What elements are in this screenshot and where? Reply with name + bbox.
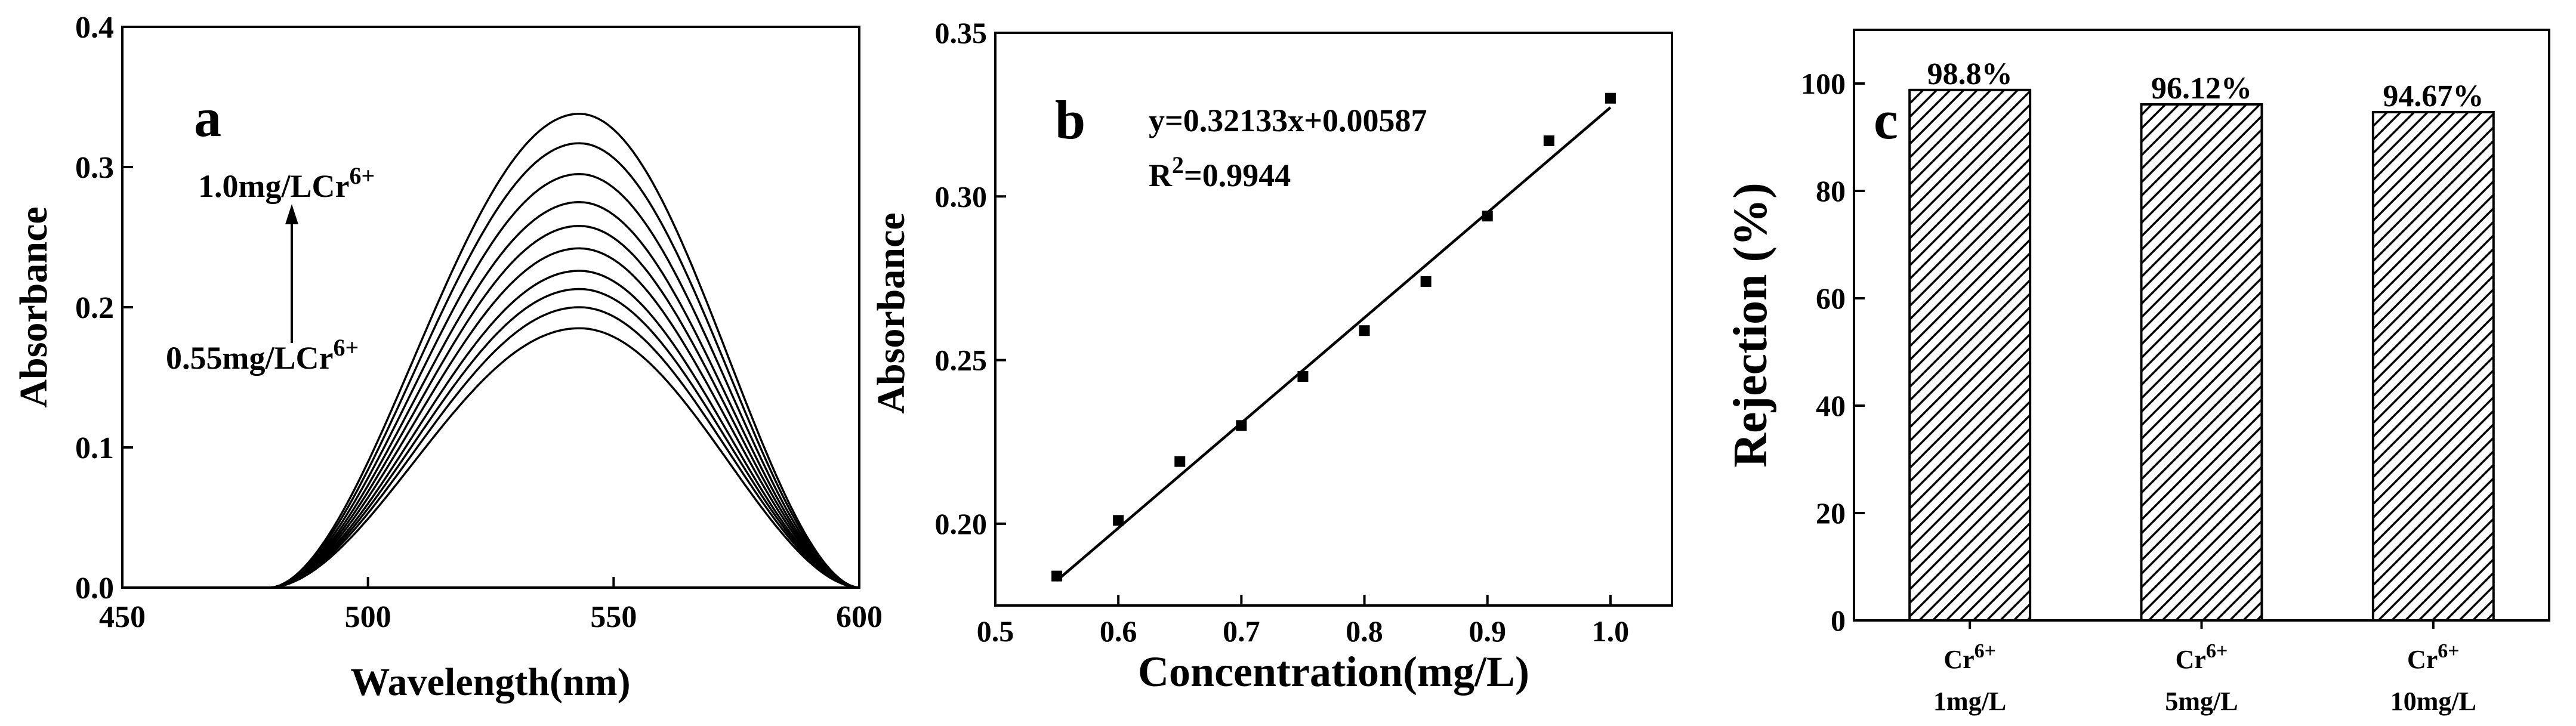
panel-b-y-ticks: 0.20 0.25 0.30 0.35 [935, 16, 1006, 540]
panel-c-category-label-2: Cr6+ [2176, 640, 2228, 674]
panel-c-category-sublabel-3: 10mg/L [2390, 687, 2476, 716]
panel-a-x-tick-label: 500 [345, 600, 391, 634]
panel-c-y-tick-label: 100 [1801, 67, 1846, 100]
panel-a-series [269, 112, 860, 589]
panel-b-axes-frame [994, 32, 1673, 607]
panel-a-spectrum-2 [269, 306, 860, 589]
panel-b-fit-line-group [1056, 106, 1612, 582]
panel-a-x-tick-label: 550 [590, 600, 637, 634]
panel-b-data-point [1543, 135, 1554, 147]
panel-c-category-label-3: Cr6+ [2407, 640, 2460, 674]
panel-a-x-ticks: 450 500 550 600 [99, 577, 883, 634]
panel-b-x-tick-label: 0.6 [1100, 614, 1137, 648]
panel-b-y-tick-label: 0.25 [935, 344, 988, 377]
panel-a-spectrum-10 [269, 112, 860, 589]
panel-b-x-tick-label: 0.9 [1469, 614, 1506, 648]
panel-b-y-tick-label: 0.20 [935, 507, 988, 540]
panel-c-y-axis-title: Rejection (%) [1724, 183, 1777, 468]
panel-b-fit-line [1056, 106, 1612, 582]
panel-a: 450 500 550 600 0.0 0.1 0.2 0.3 0.4 a 1.0mg/LCr… [12, 11, 883, 704]
panel-c-y-tick-label: 20 [1816, 496, 1846, 530]
panel-b-y-tick-label: 0.30 [935, 180, 988, 213]
panel-a-arrow-head [285, 204, 298, 224]
panel-c-bar-1 [1908, 88, 2032, 622]
panel-a-spectrum-9 [269, 142, 860, 589]
panel-b-data-point [1420, 276, 1432, 287]
panel-a-y-tick-label: 0.2 [75, 291, 114, 325]
panel-b-equation: y=0.32133x+0.00587 [1149, 103, 1427, 138]
panel-c-letter: c [1874, 89, 1898, 150]
panel-b-data-point [1359, 325, 1370, 336]
panel-b-y-tick-label: 0.35 [935, 16, 988, 50]
panel-c-y-ticks: 0 20 40 60 80 100 [1801, 67, 1865, 637]
panel-b-x-axis-title: Concentration(mg/L) [1138, 648, 1529, 696]
panel-b-letter: b [1055, 89, 1085, 150]
panel-c-category-sublabel-2: 5mg/L [2165, 687, 2238, 716]
panel-b-x-ticks: 0.5 0.6 0.7 0.8 0.9 1.0 [977, 595, 1629, 648]
panel-a-x-tick-label: 600 [836, 600, 883, 634]
panel-b-x-tick-label: 0.5 [977, 614, 1014, 648]
panel-b-data-point [1051, 570, 1063, 582]
panel-a-spectrum-3 [269, 288, 860, 589]
panel-a-spectrum-7 [269, 201, 860, 589]
panel-b: 0.5 0.6 0.7 0.8 0.9 1.0 0.20 0.25 0.30 0.35 b y=… [869, 16, 1673, 696]
panel-a-y-axis-title: Absorbance [12, 206, 55, 407]
panel-b-x-tick-label: 0.8 [1346, 614, 1383, 648]
panel-c-value-label-3: 94.67% [2383, 79, 2484, 113]
panel-a-y-tick-label: 0.0 [75, 571, 114, 605]
panel-c-value-label-1: 98.8% [1927, 57, 2013, 91]
panel-b-data-point [1605, 92, 1616, 104]
panel-a-annotation-top: 1.0mg/LCr6+ [198, 162, 375, 204]
panel-b-x-tick-label: 1.0 [1592, 614, 1630, 648]
panel-a-y-tick-label: 0.4 [75, 11, 114, 45]
panel-b-data-point [1113, 515, 1124, 526]
panel-a-letter: a [194, 87, 221, 148]
panel-c-y-tick-label: 80 [1816, 174, 1846, 208]
panel-c-y-tick-label: 60 [1816, 282, 1846, 315]
panel-a-spectrum-6 [269, 224, 860, 589]
panel-c-x-labels: Cr6+ 1mg/L Cr6+ 5mg/L Cr6+ 10mg/L [1933, 620, 2476, 716]
panel-a-spectrum-4 [269, 270, 860, 589]
panel-a-annotation-bottom: 0.55mg/LCr6+ [166, 334, 359, 376]
panel-c-y-tick-label: 0 [1831, 604, 1846, 637]
panel-c-bars: 98.8% 96.12% 94.67% [1908, 57, 2495, 622]
panel-b-points [1051, 92, 1616, 582]
panel-b-r-squared: R2=0.9944 [1149, 152, 1291, 193]
panel-a-y-tick-label: 0.1 [75, 431, 114, 465]
panel-a-y-tick-label: 0.3 [75, 151, 114, 185]
panel-a-spectrum-5 [269, 247, 860, 589]
panel-a-spectrum-8 [269, 173, 860, 589]
panel-c-bar-2 [2140, 103, 2263, 622]
panel-b-y-axis-title: Absorbance [869, 212, 913, 413]
panel-b-data-point [1297, 371, 1309, 382]
panel-c-bar-3 [2371, 110, 2495, 622]
panel-b-data-point [1236, 420, 1247, 431]
panel-a-x-tick-label: 450 [99, 600, 146, 634]
panel-b-x-tick-label: 0.7 [1223, 614, 1260, 648]
panel-a-x-axis-title: Wavelength(nm) [350, 660, 630, 704]
panel-a-y-ticks: 0.0 0.1 0.2 0.3 0.4 [75, 11, 133, 605]
panel-c-y-tick-label: 40 [1816, 389, 1846, 422]
panel-c-category-sublabel-1: 1mg/L [1933, 687, 2006, 716]
panel-a-spectrum-1 [269, 327, 860, 589]
panel-b-data-point [1482, 211, 1493, 222]
panel-b-data-point [1174, 456, 1186, 467]
panel-c-category-label-1: Cr6+ [1943, 640, 1996, 674]
panel-c-value-label-2: 96.12% [2151, 72, 2252, 106]
panel-c: 98.8% 96.12% 94.67% 0 20 40 60 80 100 Cr6+ 1mg/L… [1724, 29, 2550, 716]
